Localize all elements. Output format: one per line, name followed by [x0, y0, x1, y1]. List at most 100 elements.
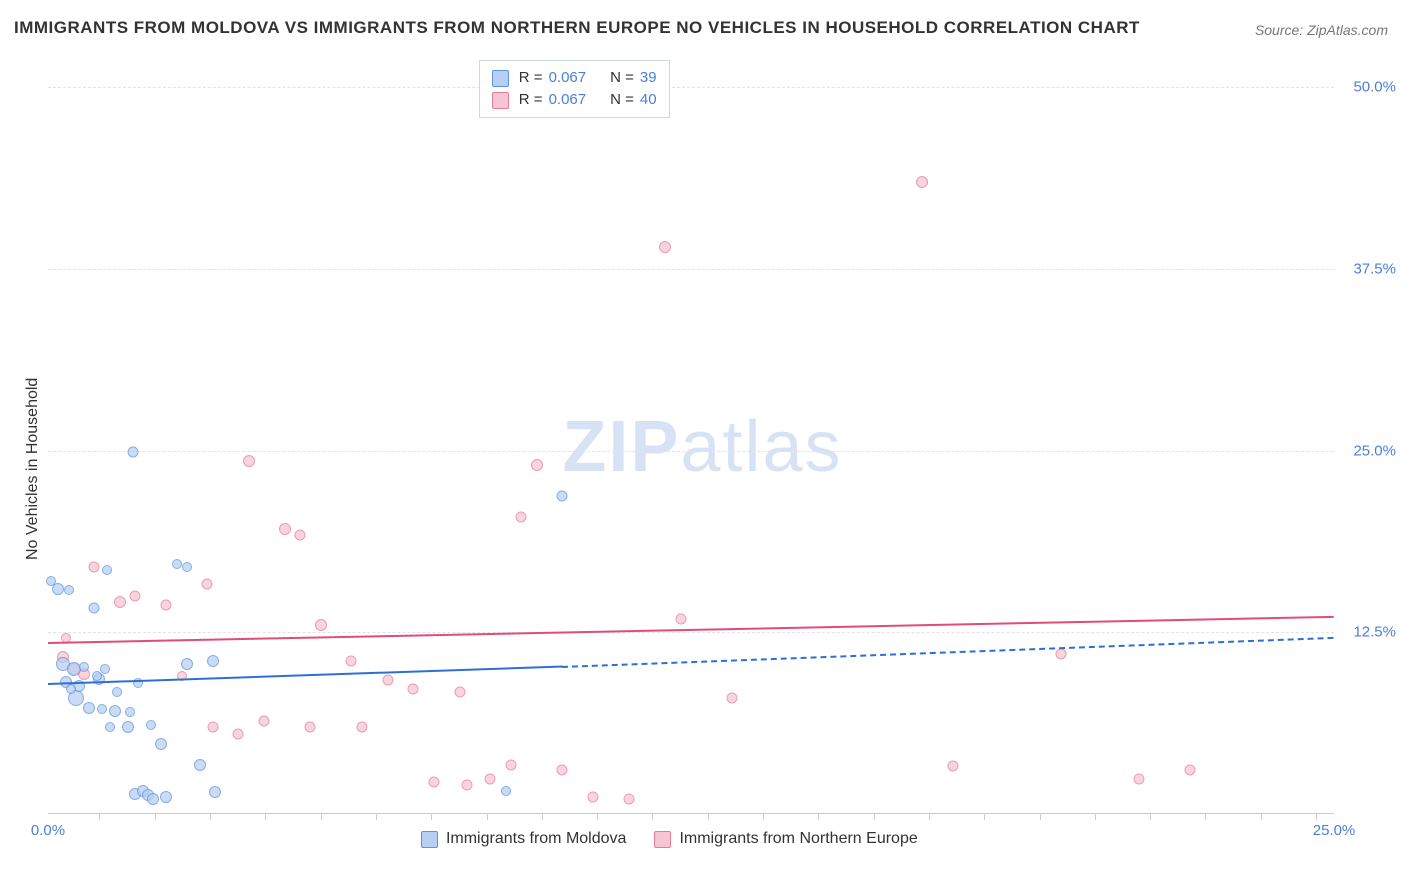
data-point	[89, 602, 100, 613]
data-point	[233, 729, 244, 740]
x-minor-tick	[818, 814, 819, 820]
data-point	[1133, 774, 1144, 785]
legend-series-item: Immigrants from Moldova	[421, 830, 627, 848]
data-point	[102, 565, 112, 575]
data-point	[79, 662, 89, 672]
data-point	[122, 721, 134, 733]
x-minor-tick	[1040, 814, 1041, 820]
y-tick-label: 25.0%	[1338, 442, 1396, 459]
data-point	[202, 579, 213, 590]
grid-line	[48, 451, 1334, 452]
trend-line	[48, 666, 562, 685]
data-point	[454, 686, 465, 697]
data-point	[194, 759, 206, 771]
data-point	[259, 715, 270, 726]
data-point	[279, 523, 291, 535]
data-point	[1184, 765, 1195, 776]
data-point	[516, 512, 527, 523]
x-axis	[48, 813, 1334, 814]
x-minor-tick	[763, 814, 764, 820]
data-point	[659, 241, 671, 253]
data-point	[89, 561, 100, 572]
data-point	[160, 791, 172, 803]
data-point	[501, 786, 511, 796]
data-point	[305, 721, 316, 732]
y-tick-label: 50.0%	[1338, 79, 1396, 96]
y-tick-label: 37.5%	[1338, 260, 1396, 277]
x-minor-tick	[99, 814, 100, 820]
data-point	[83, 702, 95, 714]
data-point	[462, 779, 473, 790]
data-point	[505, 759, 516, 770]
data-point	[46, 576, 56, 586]
legend-stats-row: R =0.067N =39	[492, 67, 657, 89]
legend-swatch	[654, 831, 671, 848]
data-point	[161, 599, 172, 610]
grid-line	[48, 632, 1334, 633]
data-point	[557, 765, 568, 776]
data-point	[109, 705, 121, 717]
data-point	[112, 687, 122, 697]
legend-series-label: Immigrants from Northern Europe	[679, 830, 917, 848]
x-minor-tick	[376, 814, 377, 820]
data-point	[66, 684, 76, 694]
data-point	[114, 596, 126, 608]
legend-series-label: Immigrants from Moldova	[446, 830, 627, 848]
x-minor-tick	[708, 814, 709, 820]
x-minor-tick	[155, 814, 156, 820]
data-point	[588, 791, 599, 802]
grid-line	[48, 87, 1334, 88]
data-point	[557, 490, 568, 501]
y-tick-label: 12.5%	[1338, 624, 1396, 641]
x-minor-tick	[431, 814, 432, 820]
data-point	[64, 585, 74, 595]
data-point	[209, 786, 221, 798]
x-tick-label: 25.0%	[1313, 822, 1356, 839]
watermark-rest: atlas	[680, 407, 842, 487]
data-point	[243, 455, 255, 467]
x-minor-tick	[597, 814, 598, 820]
data-point	[155, 738, 167, 750]
x-minor-tick	[210, 814, 211, 820]
data-point	[125, 707, 135, 717]
y-axis-label: No Vehicles in Household	[24, 378, 42, 560]
data-point	[100, 664, 110, 674]
trend-line	[48, 616, 1334, 644]
source-credit: Source: ZipAtlas.com	[1255, 22, 1388, 38]
data-point	[382, 675, 393, 686]
data-point	[428, 777, 439, 788]
x-tick-label: 0.0%	[31, 822, 65, 839]
legend-series: Immigrants from Moldova Immigrants from N…	[421, 830, 918, 848]
legend-swatch	[492, 70, 509, 87]
data-point	[181, 658, 193, 670]
data-point	[948, 761, 959, 772]
legend-swatch	[421, 831, 438, 848]
x-minor-tick	[929, 814, 930, 820]
x-minor-tick	[265, 814, 266, 820]
x-minor-tick	[652, 814, 653, 820]
data-point	[346, 656, 357, 667]
data-point	[624, 794, 635, 805]
data-point	[916, 176, 928, 188]
x-minor-tick	[487, 814, 488, 820]
x-minor-tick	[1205, 814, 1206, 820]
source-label: Source:	[1255, 22, 1303, 38]
data-point	[675, 614, 686, 625]
data-point	[531, 459, 543, 471]
x-minor-tick	[874, 814, 875, 820]
data-point	[130, 590, 141, 601]
data-point	[105, 722, 115, 732]
data-point	[146, 720, 156, 730]
x-minor-tick	[542, 814, 543, 820]
data-point	[727, 692, 738, 703]
data-point	[172, 559, 182, 569]
x-minor-tick	[1316, 814, 1317, 820]
grid-line	[48, 269, 1334, 270]
x-minor-tick	[984, 814, 985, 820]
data-point	[127, 447, 138, 458]
x-minor-tick	[1261, 814, 1262, 820]
source-value: ZipAtlas.com	[1307, 22, 1388, 38]
data-point	[207, 655, 219, 667]
legend-stats-row: R =0.067N =40	[492, 89, 657, 111]
x-minor-tick	[1095, 814, 1096, 820]
